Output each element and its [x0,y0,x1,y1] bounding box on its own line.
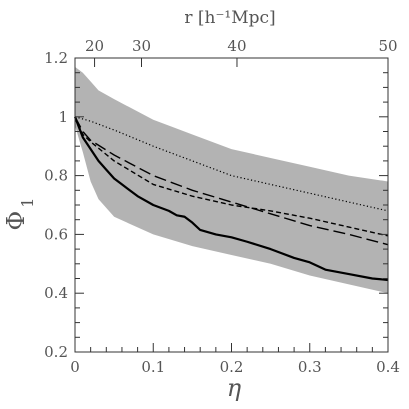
y-tick-label: 1 [58,108,68,126]
top-axis-title: r [h⁻¹Mpc] [184,8,275,28]
series-layer [73,116,389,282]
y-axis-title-subscript: 1 [18,198,37,208]
top-tick-label: 40 [227,37,246,55]
top-tick-label: 20 [85,37,104,55]
x-tick-label: 0 [70,358,80,376]
y-tick-label: 0.4 [44,284,68,302]
svg-text:Φ1: Φ1 [2,198,37,231]
x-axis-title: η [227,374,242,402]
y-axis-title: Φ1 [2,198,37,231]
top-tick-label: 30 [132,37,151,55]
y-tick-label: 0.6 [44,225,68,243]
top-tick-label: 50 [378,37,397,55]
y-tick-label: 0.8 [44,167,68,185]
x-tick-label: 0.2 [220,358,244,376]
series-line-long-dash [74,116,389,246]
series-line-short-dash [74,116,389,237]
confidence-band-layer [75,66,388,294]
tick-layer: 0 0.1 0.2 0.3 0.4 0.2 0.4 0.6 0.8 1 1.2 20 30 40 50 [44,37,400,376]
x-tick-label: 0.3 [298,358,322,376]
series-line-solid [73,116,389,282]
series-line-dotted [74,116,389,212]
y-tick-label: 1.2 [44,49,68,67]
y-axis-title-symbol: Φ [2,211,30,231]
x-tick-label: 0.1 [141,358,165,376]
y-tick-label: 0.2 [44,343,68,361]
confidence-band [75,66,388,294]
x-tick-label: 0.4 [376,358,400,376]
